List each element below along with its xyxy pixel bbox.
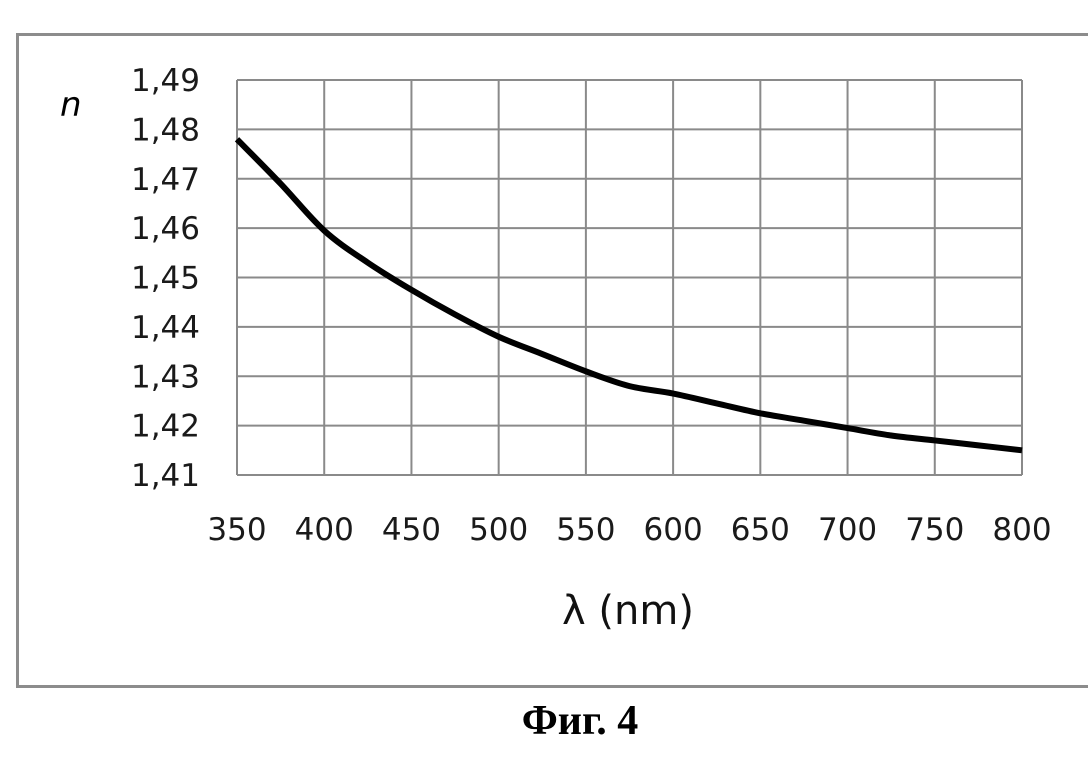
y-tick-label: 1,41 [131,458,200,494]
x-tick-label: 450 [382,512,441,548]
y-tick-label: 1,42 [131,409,200,445]
x-tick-label: 650 [731,512,790,548]
y-tick-label: 1,44 [131,310,200,346]
x-tick-label: 800 [992,512,1051,548]
x-tick-labels: 350 400 450 500 550 600 650 700 750 800 [207,512,1051,548]
x-tick-label: 750 [905,512,964,548]
x-tick-label: 600 [644,512,703,548]
series-layer [234,137,1023,454]
figure-caption: Фиг. 4 [521,698,639,744]
y-tick-label: 1,49 [131,63,200,99]
y-tick-label: 1,46 [131,211,200,247]
x-axis-label: λ (nm) [562,588,694,634]
grid-lines [236,79,1023,476]
y-axis-label: n [60,85,82,125]
y-tick-labels: 1,41 1,42 1,43 1,44 1,45 1,46 1,47 1,48 1,49 [131,63,200,494]
y-tick-label: 1,47 [131,162,200,198]
y-tick-label: 1,48 [131,112,200,148]
x-tick-label: 550 [556,512,615,548]
x-tick-label: 500 [469,512,528,548]
series-line [234,137,1023,454]
x-tick-label: 400 [295,512,354,548]
y-tick-label: 1,45 [131,261,200,297]
y-tick-label: 1,43 [131,359,200,395]
x-tick-label: 350 [207,512,266,548]
x-tick-label: 700 [818,512,877,548]
